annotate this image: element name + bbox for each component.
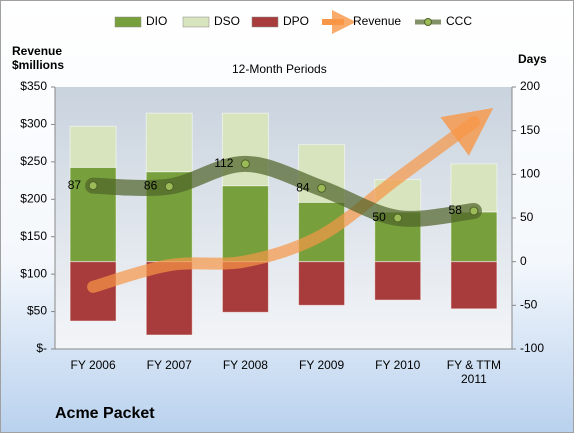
line	[87, 107, 494, 293]
chart-title: 12-Month Periods	[232, 62, 327, 76]
data-label: 86	[144, 179, 158, 193]
bar	[450, 261, 498, 310]
y-tick-label: $100	[20, 266, 47, 280]
legend-label: DIO	[146, 14, 167, 28]
y-tick-label: $250	[20, 154, 47, 168]
y-tick-label: $300	[20, 117, 47, 131]
point	[88, 181, 98, 191]
y2-tick-label: 100	[520, 167, 540, 181]
bar	[221, 261, 269, 313]
y2-tick-label: -50	[520, 298, 538, 312]
point	[164, 182, 174, 192]
bar	[298, 261, 346, 306]
legend-label: Revenue	[353, 14, 401, 28]
y-axis-label: $millions	[12, 58, 64, 72]
bar	[145, 112, 193, 173]
data-label: 112	[214, 156, 233, 170]
legend-swatch	[114, 16, 142, 28]
point	[393, 213, 403, 223]
x-tick-label: FY & TTM 2011	[446, 358, 502, 386]
y-tick-label: $50	[27, 304, 47, 318]
y-tick-label: $350	[20, 79, 47, 93]
data-label: 87	[68, 178, 82, 192]
y2-tick-label: 50	[520, 210, 534, 224]
data-label: 84	[296, 180, 310, 194]
y-tick-label: $-	[36, 341, 47, 355]
y-tick-label: $200	[20, 191, 47, 205]
point	[317, 183, 327, 193]
y-axis-label: Revenue	[12, 44, 62, 58]
bar	[221, 112, 269, 187]
y2-tick-label: -100	[520, 341, 544, 355]
point	[469, 206, 479, 216]
legend-label: DSO	[214, 14, 240, 28]
x-tick-label: FY 2007	[146, 358, 192, 372]
bar	[374, 261, 422, 301]
y2-tick-label: 150	[520, 123, 540, 137]
x-tick-label: FY 2010	[375, 358, 421, 372]
bar	[221, 185, 269, 263]
legend-label: DPO	[283, 14, 309, 28]
y2-axis-label: Days	[518, 52, 547, 66]
legend-swatch	[251, 16, 279, 28]
y2-tick-label: 200	[520, 79, 540, 93]
point	[240, 159, 250, 169]
bar	[69, 125, 117, 168]
y2-tick-label: 0	[520, 254, 527, 268]
legend-swatch	[424, 18, 432, 26]
x-tick-label: FY 2006	[70, 358, 116, 372]
footer: Acme Packet	[55, 405, 155, 422]
x-tick-label: FY 2008	[222, 358, 268, 372]
data-label: 58	[449, 203, 463, 217]
y-tick-label: $150	[20, 229, 47, 243]
legend-label: CCC	[446, 14, 472, 28]
x-tick-label: FY 2009	[299, 358, 345, 372]
legend-swatch	[182, 16, 210, 28]
data-label: 50	[372, 210, 386, 224]
